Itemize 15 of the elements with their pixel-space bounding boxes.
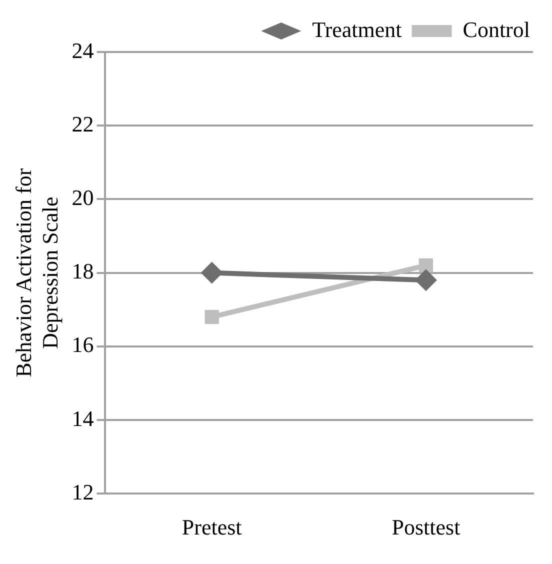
y-tick-label: 16: [72, 332, 94, 358]
y-tick-label: 18: [72, 258, 94, 284]
point: [204, 310, 219, 324]
y-axis-title: Behavior Activation for Depression Scale: [10, 168, 62, 378]
x-tick-label: Posttest: [392, 514, 460, 540]
legend-label: Control: [462, 16, 530, 42]
y-tick-label: 20: [72, 184, 94, 210]
y-tick-label: 14: [72, 406, 94, 431]
legend-label: Treatment: [312, 16, 402, 42]
y-tick-label: 24: [72, 38, 94, 63]
point: [200, 262, 223, 284]
x-tick-label: Pretest: [182, 514, 242, 540]
y-tick-label: 22: [72, 111, 94, 136]
point: [418, 258, 434, 273]
y-tick-label: 12: [72, 479, 94, 504]
